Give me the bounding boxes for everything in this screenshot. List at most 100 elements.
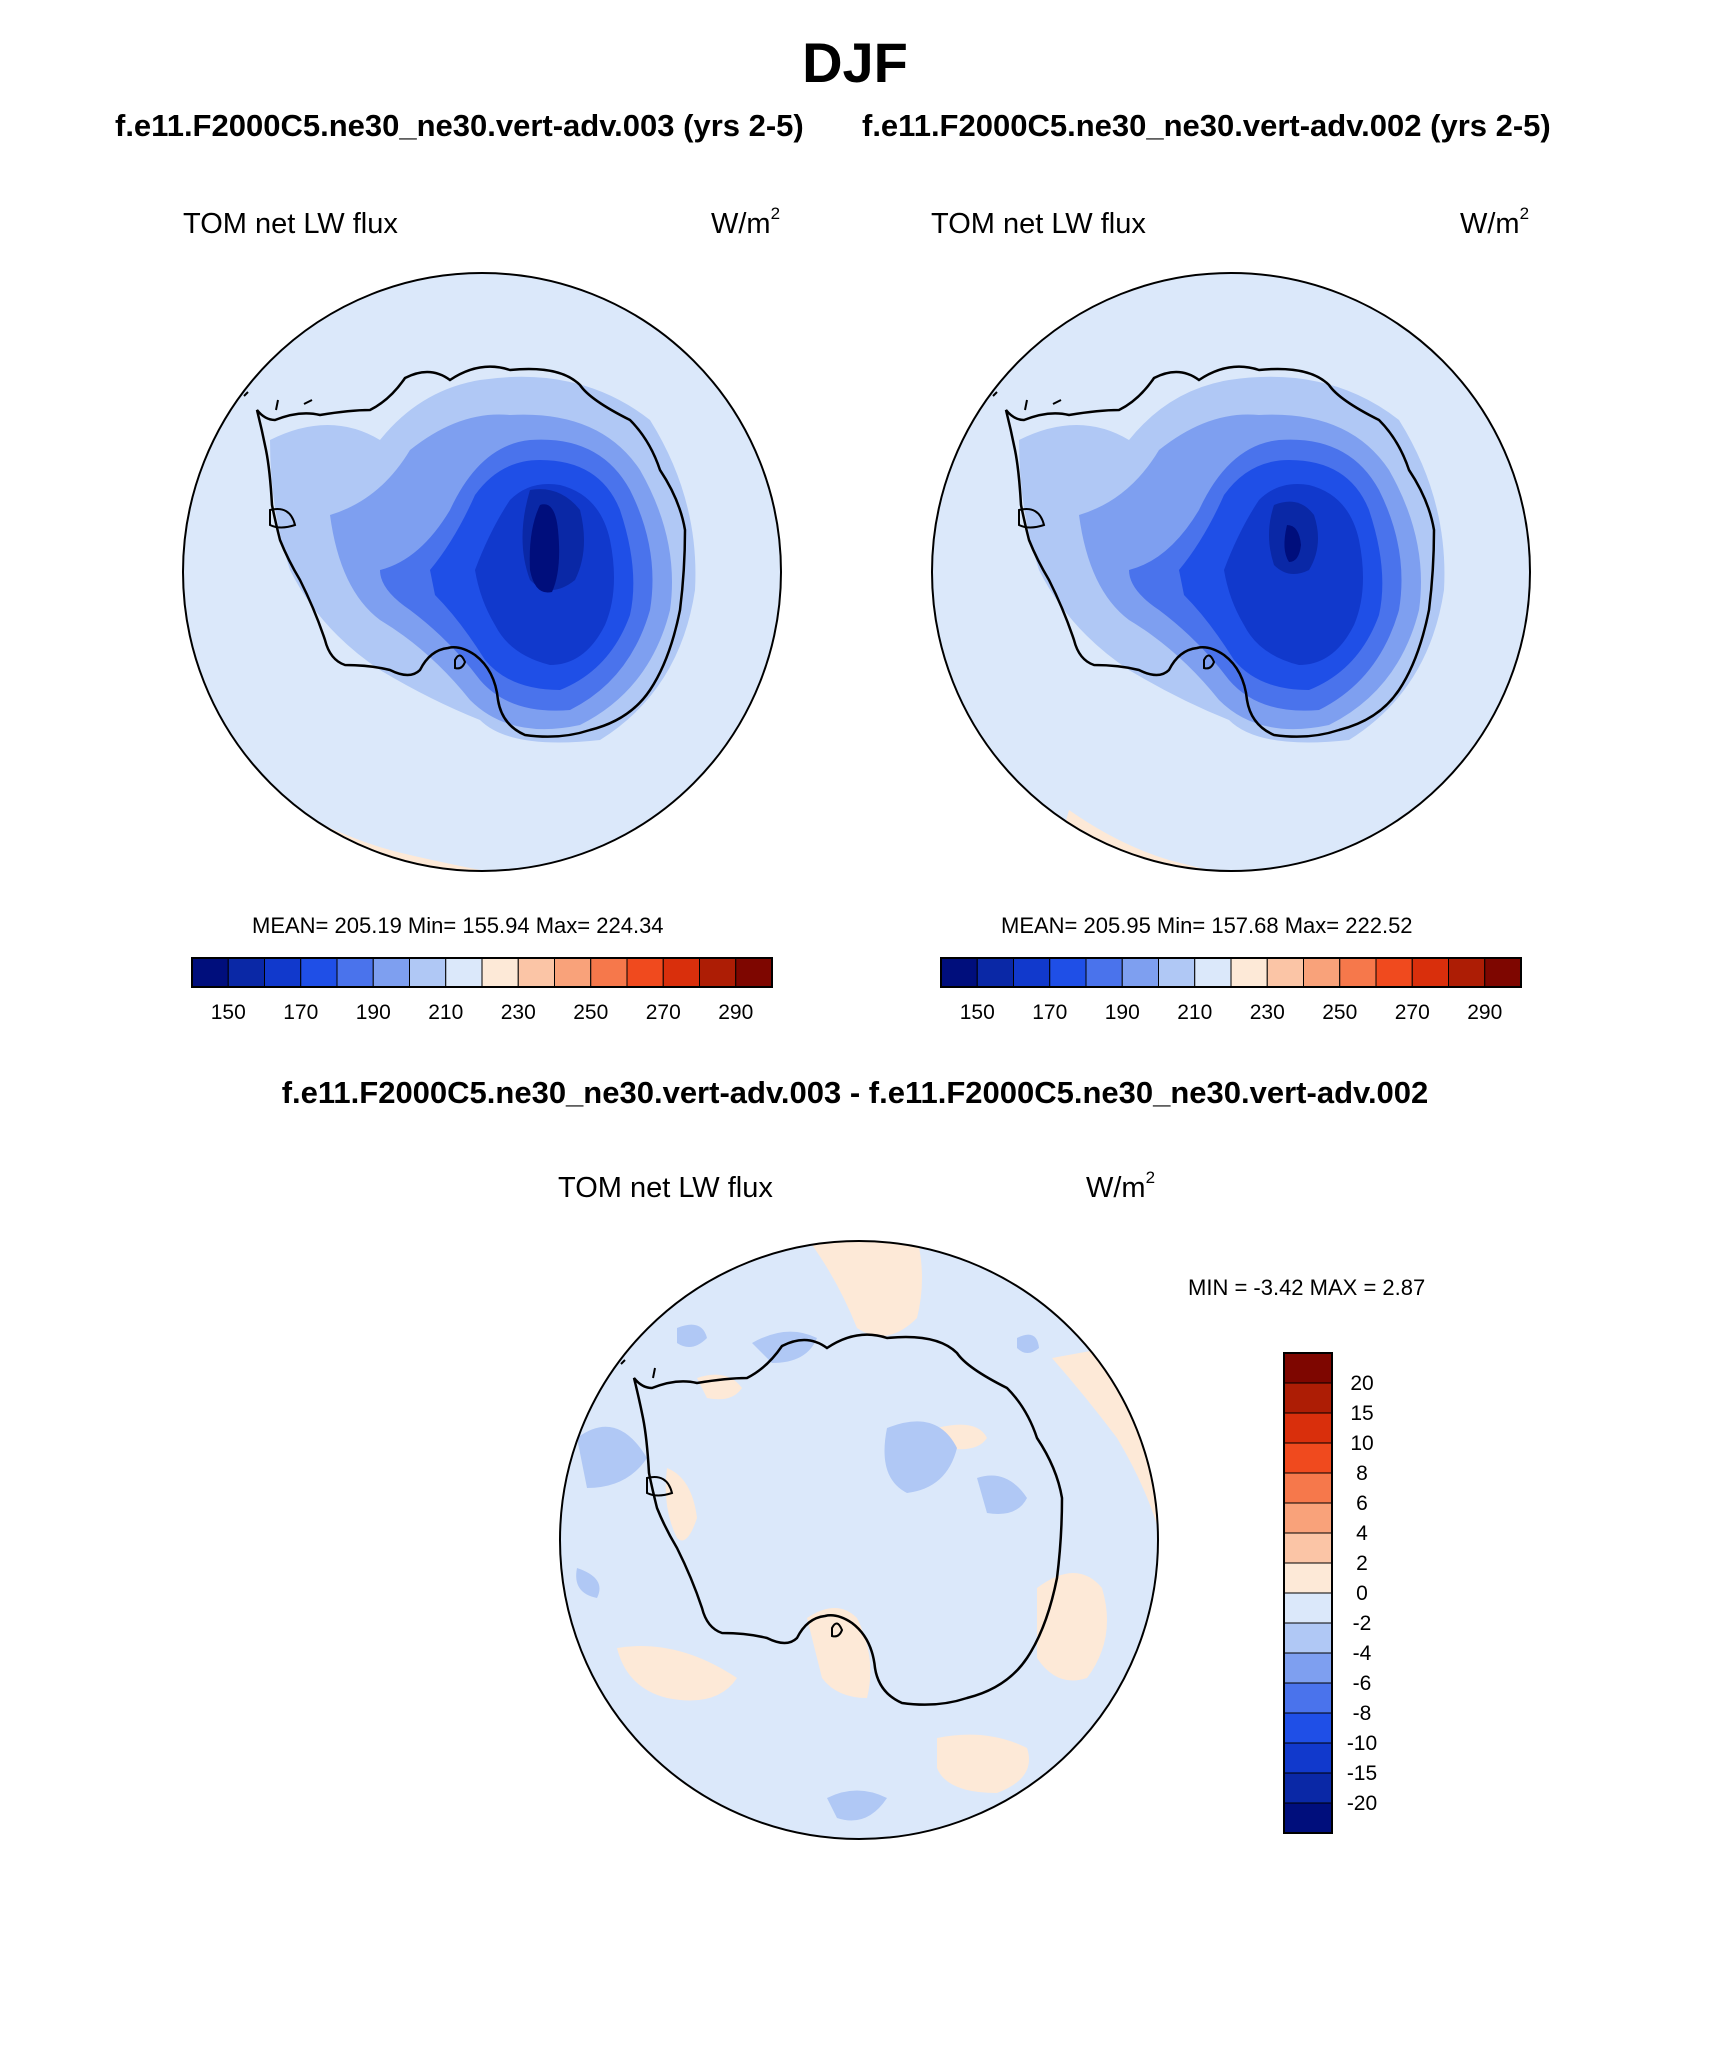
colorbar-tick-label: 10	[1350, 1432, 1373, 1455]
colorbar-swatch	[1283, 1682, 1333, 1714]
colorbar-frame	[191, 957, 773, 988]
colorbar-tick-label: 210	[1177, 1001, 1212, 1024]
colorbar-swatch	[1230, 957, 1268, 988]
polar-map-diff	[559, 1240, 1159, 1840]
colorbar-swatch	[227, 957, 265, 988]
positive-anomaly-contour	[807, 1241, 922, 1336]
colorbar-tick-label: -10	[1347, 1732, 1377, 1755]
colorbar-swatch	[1283, 1742, 1333, 1774]
colorbar-left: 150 170 190 210 230 250 270 290	[191, 957, 773, 1024]
negative-anomaly-contour	[977, 1475, 1027, 1514]
colorbar-swatch	[517, 957, 555, 988]
colorbar-tick-label: 150	[211, 1001, 246, 1024]
colorbar-swatch	[976, 957, 1014, 988]
map-boundary-circle	[931, 272, 1531, 872]
colorbar-tick-label: 190	[1105, 1001, 1140, 1024]
colorbar-swatch	[1339, 957, 1377, 988]
antarctic-coastline	[255, 365, 687, 738]
island-outline	[831, 1622, 844, 1638]
colorbar-swatch	[1283, 1442, 1333, 1474]
variable-label-left: TOM net LW flux	[183, 208, 398, 240]
colorbar-swatch	[1085, 957, 1123, 988]
island-outline-small	[992, 391, 1028, 411]
stats-left: MEAN= 205.19 Min= 155.94 Max= 224.34	[252, 913, 664, 938]
negative-anomaly-contour	[827, 1790, 887, 1821]
colorbar-swatch	[1283, 1592, 1333, 1624]
colorbar-swatch	[372, 957, 410, 988]
colorbar-swatch	[626, 957, 664, 988]
colorbar-swatch	[445, 957, 483, 988]
antarctic-coastline	[1004, 365, 1436, 738]
colorbar-tick-label: 190	[356, 1001, 391, 1024]
colorbar-tick-label: 150	[960, 1001, 995, 1024]
colorbar-swatch	[662, 957, 700, 988]
figure-title: DJF	[802, 31, 908, 94]
island-outline-tiny	[1052, 399, 1062, 405]
colorbar-swatch	[1121, 957, 1159, 988]
colorbar-tick-label: -8	[1353, 1702, 1372, 1725]
colorbar-swatch	[1283, 1472, 1333, 1504]
colorbar-tick-label: 0	[1356, 1582, 1368, 1605]
colorbar-swatch	[1375, 957, 1413, 988]
colorbar-swatch	[1283, 1652, 1333, 1684]
positive-anomaly-contour	[807, 1608, 871, 1698]
colorbar-tick-label: 15	[1350, 1402, 1373, 1425]
colorbar-tick-label: 4	[1356, 1522, 1368, 1545]
colorbar-tick-label: -4	[1353, 1642, 1372, 1665]
variable-label-right: TOM net LW flux	[931, 208, 1146, 240]
case-title-right: f.e11.F2000C5.ne30_ne30.vert-adv.002 (yr…	[862, 108, 1551, 143]
warm-patch-contour	[932, 273, 989, 370]
contour-min	[529, 504, 560, 593]
island-outline	[454, 654, 467, 670]
colorbar-swatch	[1283, 1802, 1333, 1834]
stats-right: MEAN= 205.95 Min= 157.68 Max= 222.52	[1001, 913, 1413, 938]
case-title-left: f.e11.F2000C5.ne30_ne30.vert-adv.003 (yr…	[115, 108, 804, 143]
contour-160	[1224, 484, 1363, 665]
colorbar-frame	[1283, 1352, 1333, 1834]
peninsula-coast-detail	[1018, 508, 1046, 529]
colorbar-swatch	[1448, 957, 1486, 988]
colorbar-swatch	[336, 957, 374, 988]
negative-anomaly-contour	[1017, 1334, 1039, 1353]
colorbar-tick-label: -6	[1353, 1672, 1372, 1695]
colorbar-swatch	[554, 957, 592, 988]
colorbar-swatch	[264, 957, 302, 988]
variable-label-diff: TOM net LW flux	[558, 1172, 773, 1204]
colorbar-swatch	[1411, 957, 1449, 988]
colorbar-swatch	[590, 957, 628, 988]
colorbar-swatch	[940, 957, 978, 988]
peninsula-coast-detail	[269, 508, 297, 529]
colorbar-swatch	[1049, 957, 1087, 988]
map-boundary-circle	[559, 1240, 1159, 1840]
colorbar-tick-label: 270	[1395, 1001, 1430, 1024]
positive-anomaly-contour	[937, 1734, 1029, 1793]
colorbar-swatch	[1283, 1772, 1333, 1804]
colorbar-swatch	[1194, 957, 1232, 988]
stats-diff: MIN = -3.42 MAX = 2.87	[1188, 1275, 1426, 1300]
colorbar-swatch	[191, 957, 229, 988]
units-label-diff: W/m2	[1086, 1168, 1156, 1204]
difference-title: f.e11.F2000C5.ne30_ne30.vert-adv.003 - f…	[281, 1075, 1429, 1110]
ocean-field-fill	[560, 1241, 1158, 1839]
colorbar-tick-label: 250	[573, 1001, 608, 1024]
colorbar-tick-label: 290	[1467, 1001, 1502, 1024]
polar-map-left	[182, 272, 782, 872]
colorbar-tick-label: 170	[283, 1001, 318, 1024]
colorbar-tick-label: 290	[718, 1001, 753, 1024]
island-outline-tiny	[303, 399, 313, 405]
colorbar-tick-label: 250	[1322, 1001, 1357, 1024]
colorbar-swatch	[481, 957, 519, 988]
colorbar-swatch	[1283, 1502, 1333, 1534]
positive-anomaly-contour	[1037, 1573, 1107, 1681]
colorbar-swatch	[1283, 1382, 1333, 1414]
negative-anomaly-contour	[677, 1324, 707, 1347]
contour-min	[1284, 525, 1301, 562]
colorbar-swatch	[300, 957, 338, 988]
negative-anomaly-contour	[577, 1426, 647, 1488]
colorbar-swatch	[1266, 957, 1304, 988]
colorbar-right: 150 170 190 210 230 250 270 290	[940, 957, 1522, 1024]
polar-map-right	[931, 272, 1531, 872]
colorbar-swatch	[1283, 1532, 1333, 1564]
colorbar-swatch	[1158, 957, 1196, 988]
